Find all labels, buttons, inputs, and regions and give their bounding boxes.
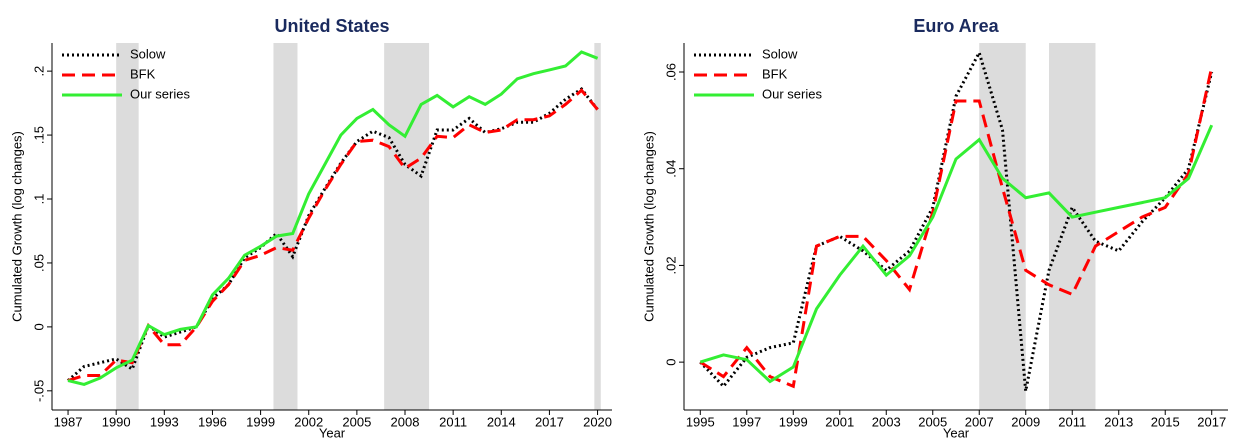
chart-title: Euro Area [913, 16, 999, 36]
legend-label: Our series [130, 86, 190, 101]
y-tick-label: .05 [31, 254, 46, 272]
x-tick-label: 1990 [102, 414, 131, 429]
y-axis-label: Cumulated Growth (log changes) [641, 131, 656, 322]
x-tick-label: 2007 [965, 414, 994, 429]
series-line [67, 86, 599, 382]
y-tick-label: .02 [663, 256, 678, 274]
x-tick-label: 1999 [246, 414, 275, 429]
shaded-period [1048, 43, 1096, 410]
x-tick-label: 2020 [583, 414, 612, 429]
x-tick-label: 2001 [825, 414, 854, 429]
x-tick-label: 2011 [1058, 414, 1086, 429]
shaded-period [594, 43, 601, 410]
x-tick-label: 2013 [1104, 414, 1133, 429]
x-tick-label: 2005 [918, 414, 947, 429]
panel: Euro Area 0 .02 .04 .06 1995 1997 1999 2001 2003 2… [641, 16, 1228, 439]
x-tick-label: 1996 [198, 414, 227, 429]
series-line [699, 48, 1214, 392]
y-tick-label: .15 [31, 126, 46, 144]
x-axis-label: Year [943, 425, 970, 439]
y-axis-label: Cumulated Growth (log changes) [9, 131, 24, 322]
shaded-period [384, 43, 430, 410]
y-tick-label: .1 [31, 194, 46, 205]
y-tick-label: .06 [663, 63, 678, 81]
x-tick-label: 1993 [150, 414, 179, 429]
x-tick-label: 1987 [54, 414, 83, 429]
y-tick-label: .2 [31, 66, 46, 77]
x-tick-label: 2017 [535, 414, 564, 429]
shaded-period [979, 43, 1026, 410]
legend-label: Solow [130, 46, 166, 61]
x-axis-label: Year [319, 425, 346, 439]
shaded-period [273, 43, 298, 410]
x-tick-label: 2017 [1197, 414, 1226, 429]
x-tick-label: 1999 [779, 414, 808, 429]
legend-label: Solow [762, 46, 798, 61]
x-tick-label: 2014 [487, 414, 516, 429]
y-tick-label: 0 [663, 359, 678, 366]
series-line [699, 66, 1214, 389]
panel: United States -.05 0 .05 .1 .15 .2 1987 1990 1993… [9, 16, 612, 439]
shaded-period [116, 43, 139, 410]
x-tick-label: 2009 [1011, 414, 1040, 429]
x-tick-label: 2002 [294, 414, 323, 429]
chart-title: United States [274, 16, 389, 36]
y-tick-label: .04 [663, 160, 678, 178]
series-line [67, 88, 599, 383]
x-tick-label: 1995 [686, 414, 715, 429]
legend-label: Our series [762, 86, 822, 101]
legend-label: BFK [130, 66, 156, 81]
x-tick-label: 2008 [391, 414, 420, 429]
legend-label: BFK [762, 66, 788, 81]
y-tick-label: -.05 [31, 380, 46, 402]
x-tick-label: 2011 [439, 414, 467, 429]
series-line [699, 124, 1214, 384]
x-tick-label: 2015 [1151, 414, 1180, 429]
series-line [67, 50, 599, 386]
x-tick-label: 2003 [872, 414, 901, 429]
y-tick-label: 0 [31, 323, 46, 330]
x-tick-label: 1997 [732, 414, 761, 429]
x-tick-label: 2005 [342, 414, 371, 429]
